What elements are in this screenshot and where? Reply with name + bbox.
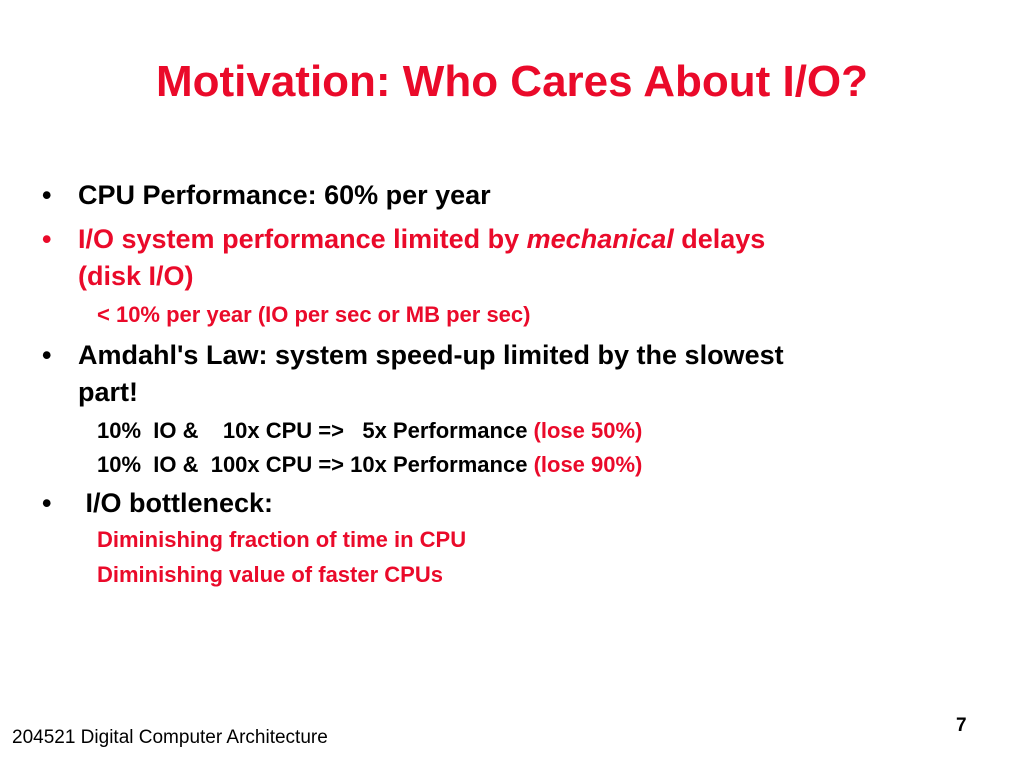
slide-title: Motivation: Who Cares About I/O?	[155, 57, 869, 106]
sub-bottleneck-2: Diminishing value of faster CPUs	[97, 562, 443, 587]
bullet-marker: •	[42, 180, 52, 210]
bullet-amdahl-continuation: part!	[78, 377, 138, 407]
bullet-marker: •	[42, 224, 52, 254]
bullet-marker: •	[42, 340, 52, 370]
sub-amdahl-example-1-note: (lose 50%)	[533, 418, 643, 443]
bullet-io-emphasis: mechanical	[526, 224, 674, 254]
sub-amdahl-example-1: 10% IO & 10x CPU => 5x Performance (lose…	[97, 416, 642, 446]
sub-amdahl-example-1-main: 10% IO & 10x CPU => 5x Performance	[97, 418, 534, 443]
bullet-io-text-after: delays	[673, 224, 766, 254]
bullet-marker: •	[42, 488, 52, 518]
sub-io-rate: < 10% per year (IO per sec or MB per sec…	[97, 302, 531, 327]
sub-bottleneck-1: Diminishing fraction of time in CPU	[97, 527, 467, 552]
bullet-io-bottleneck: I/O bottleneck:	[78, 488, 274, 518]
page-number: 7	[956, 715, 967, 736]
sub-amdahl-example-2: 10% IO & 100x CPU => 10x Performance (lo…	[97, 450, 642, 480]
bullet-io-text-before: I/O system performance limited by	[78, 224, 527, 254]
sub-amdahl-example-2-note: (lose 90%)	[533, 452, 643, 477]
bullet-amdahl: Amdahl's Law: system speed-up limited by…	[78, 340, 784, 370]
bullet-io-continuation: (disk I/O)	[78, 261, 194, 291]
bullet-cpu-performance: CPU Performance: 60% per year	[78, 180, 491, 210]
bullet-io-performance: I/O system performance limited by mechan…	[78, 221, 765, 257]
footer-course-name: 204521 Digital Computer Architecture	[12, 727, 328, 748]
sub-amdahl-example-2-main: 10% IO & 100x CPU => 10x Performance	[97, 452, 534, 477]
